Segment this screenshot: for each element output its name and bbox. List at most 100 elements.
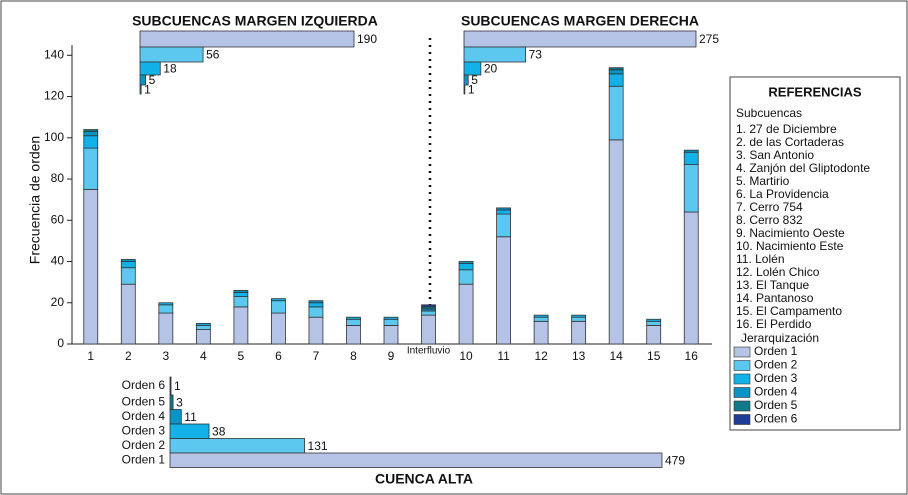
value-label: 1 [144, 83, 151, 97]
bar-segment [383, 318, 399, 326]
value-label: 479 [665, 453, 685, 467]
category-label: Orden 2 [122, 438, 166, 452]
bar-segment [458, 283, 474, 345]
chart-title: SUBCUENCAS MARGEN IZQUIERDA [132, 13, 378, 29]
legend-swatch [733, 400, 751, 412]
bar-segment [233, 296, 249, 308]
reference-item: 14. Pantanoso [736, 291, 814, 305]
reference-item: 6. La Providencia [736, 187, 829, 201]
reference-item: 16. El Perdido [736, 317, 812, 331]
bar-segment [383, 316, 399, 320]
bar-segment [683, 211, 699, 345]
bar-segment [646, 325, 662, 345]
reference-item: 10. Nacimiento Este [736, 239, 844, 253]
y-tick-label: 80 [51, 171, 65, 185]
bar-segment [571, 320, 587, 345]
bar-segment [608, 67, 624, 71]
legend-swatch [733, 346, 751, 358]
category-label: Orden 1 [122, 452, 166, 466]
value-label: 3 [176, 395, 183, 409]
x-tick-label: 4 [200, 349, 207, 363]
bar-segment [233, 289, 249, 293]
bar [139, 46, 204, 63]
bar-segment [533, 314, 549, 318]
legend-box [729, 76, 901, 431]
bar-segment [346, 318, 361, 326]
bar-segment [421, 304, 436, 308]
bar [463, 74, 469, 86]
bar-segment [308, 306, 324, 318]
reference-item: 2. de las Cortaderas [736, 135, 844, 149]
y-axis-label: Frecuencia de orden [27, 136, 43, 264]
bar-segment [683, 164, 699, 213]
value-label: 5 [149, 73, 156, 87]
value-label: 20 [484, 62, 498, 76]
bar-segment [646, 320, 662, 326]
legend-label: Orden 2 [754, 358, 798, 372]
reference-item: 4. Zanjón del Gliptodonte [736, 161, 870, 175]
bar [169, 409, 182, 425]
bar-segment [120, 261, 136, 269]
reference-item: 15. El Campamento [736, 304, 842, 318]
y-tick-label: 0 [57, 336, 64, 350]
bar [169, 376, 172, 396]
bar-segment [683, 151, 699, 165]
bar-segment [158, 312, 174, 345]
bar-segment [120, 267, 136, 285]
bar-segment [533, 316, 549, 322]
bar-segment [608, 73, 624, 87]
reference-item: 1. 27 de Diciembre [736, 122, 837, 136]
bar [463, 30, 697, 48]
legend-label: Orden 5 [754, 398, 798, 412]
y-tick-label: 120 [44, 89, 64, 103]
bar-segment [421, 310, 436, 316]
x-tick-label: 16 [685, 349, 699, 363]
bar-segment [308, 302, 324, 308]
x-tick-label: 12 [534, 349, 548, 363]
y-tick-label: 40 [51, 254, 65, 268]
bar-segment [195, 322, 211, 326]
chart-title: SUBCUENCAS MARGEN DERECHA [461, 13, 699, 29]
bar [139, 61, 161, 76]
x-tick-label: 8 [350, 349, 357, 363]
reference-item: 12. Lolén Chico [736, 265, 820, 279]
bar-segment [308, 316, 324, 345]
bar [139, 84, 142, 95]
bar-segment [383, 325, 399, 345]
value-label: 275 [699, 32, 719, 46]
bar [169, 423, 210, 439]
bar-segment [458, 269, 474, 285]
chart-title: CUENCA ALTA [375, 471, 473, 487]
x-tick-label: Interfluvio [407, 346, 451, 357]
bar [139, 74, 147, 86]
legend-label: Orden 4 [754, 385, 798, 399]
x-tick-label: 2 [125, 349, 132, 363]
bar [463, 46, 526, 63]
bar-segment [233, 292, 249, 297]
bar-segment [496, 213, 511, 238]
bar-segment [533, 320, 549, 345]
bar-segment [120, 259, 136, 262]
x-tick-label: 3 [162, 349, 169, 363]
reference-item: 8. Cerro 832 [736, 213, 803, 227]
value-label: 73 [529, 48, 543, 62]
reference-item: 5. Martirio [736, 174, 790, 188]
value-label: 1 [174, 379, 181, 393]
y-tick-label: 20 [51, 295, 65, 309]
bar-segment [195, 325, 211, 330]
x-tick-label: 13 [572, 349, 586, 363]
bar-segment [458, 261, 474, 264]
bar-segment [496, 236, 511, 345]
bar-segment [458, 263, 474, 271]
reference-item: 3. San Antonio [736, 148, 814, 162]
bar-segment [158, 304, 174, 314]
legend-label: Orden 3 [754, 371, 798, 385]
category-label: Orden 5 [122, 394, 166, 408]
x-tick-label: 7 [313, 349, 320, 363]
legend-swatch [733, 360, 751, 371]
bar-segment [571, 314, 587, 318]
bar-segment [271, 298, 286, 302]
y-tick-label: 140 [44, 47, 64, 61]
x-tick-label: 14 [609, 349, 623, 363]
bar-segment [120, 283, 136, 345]
